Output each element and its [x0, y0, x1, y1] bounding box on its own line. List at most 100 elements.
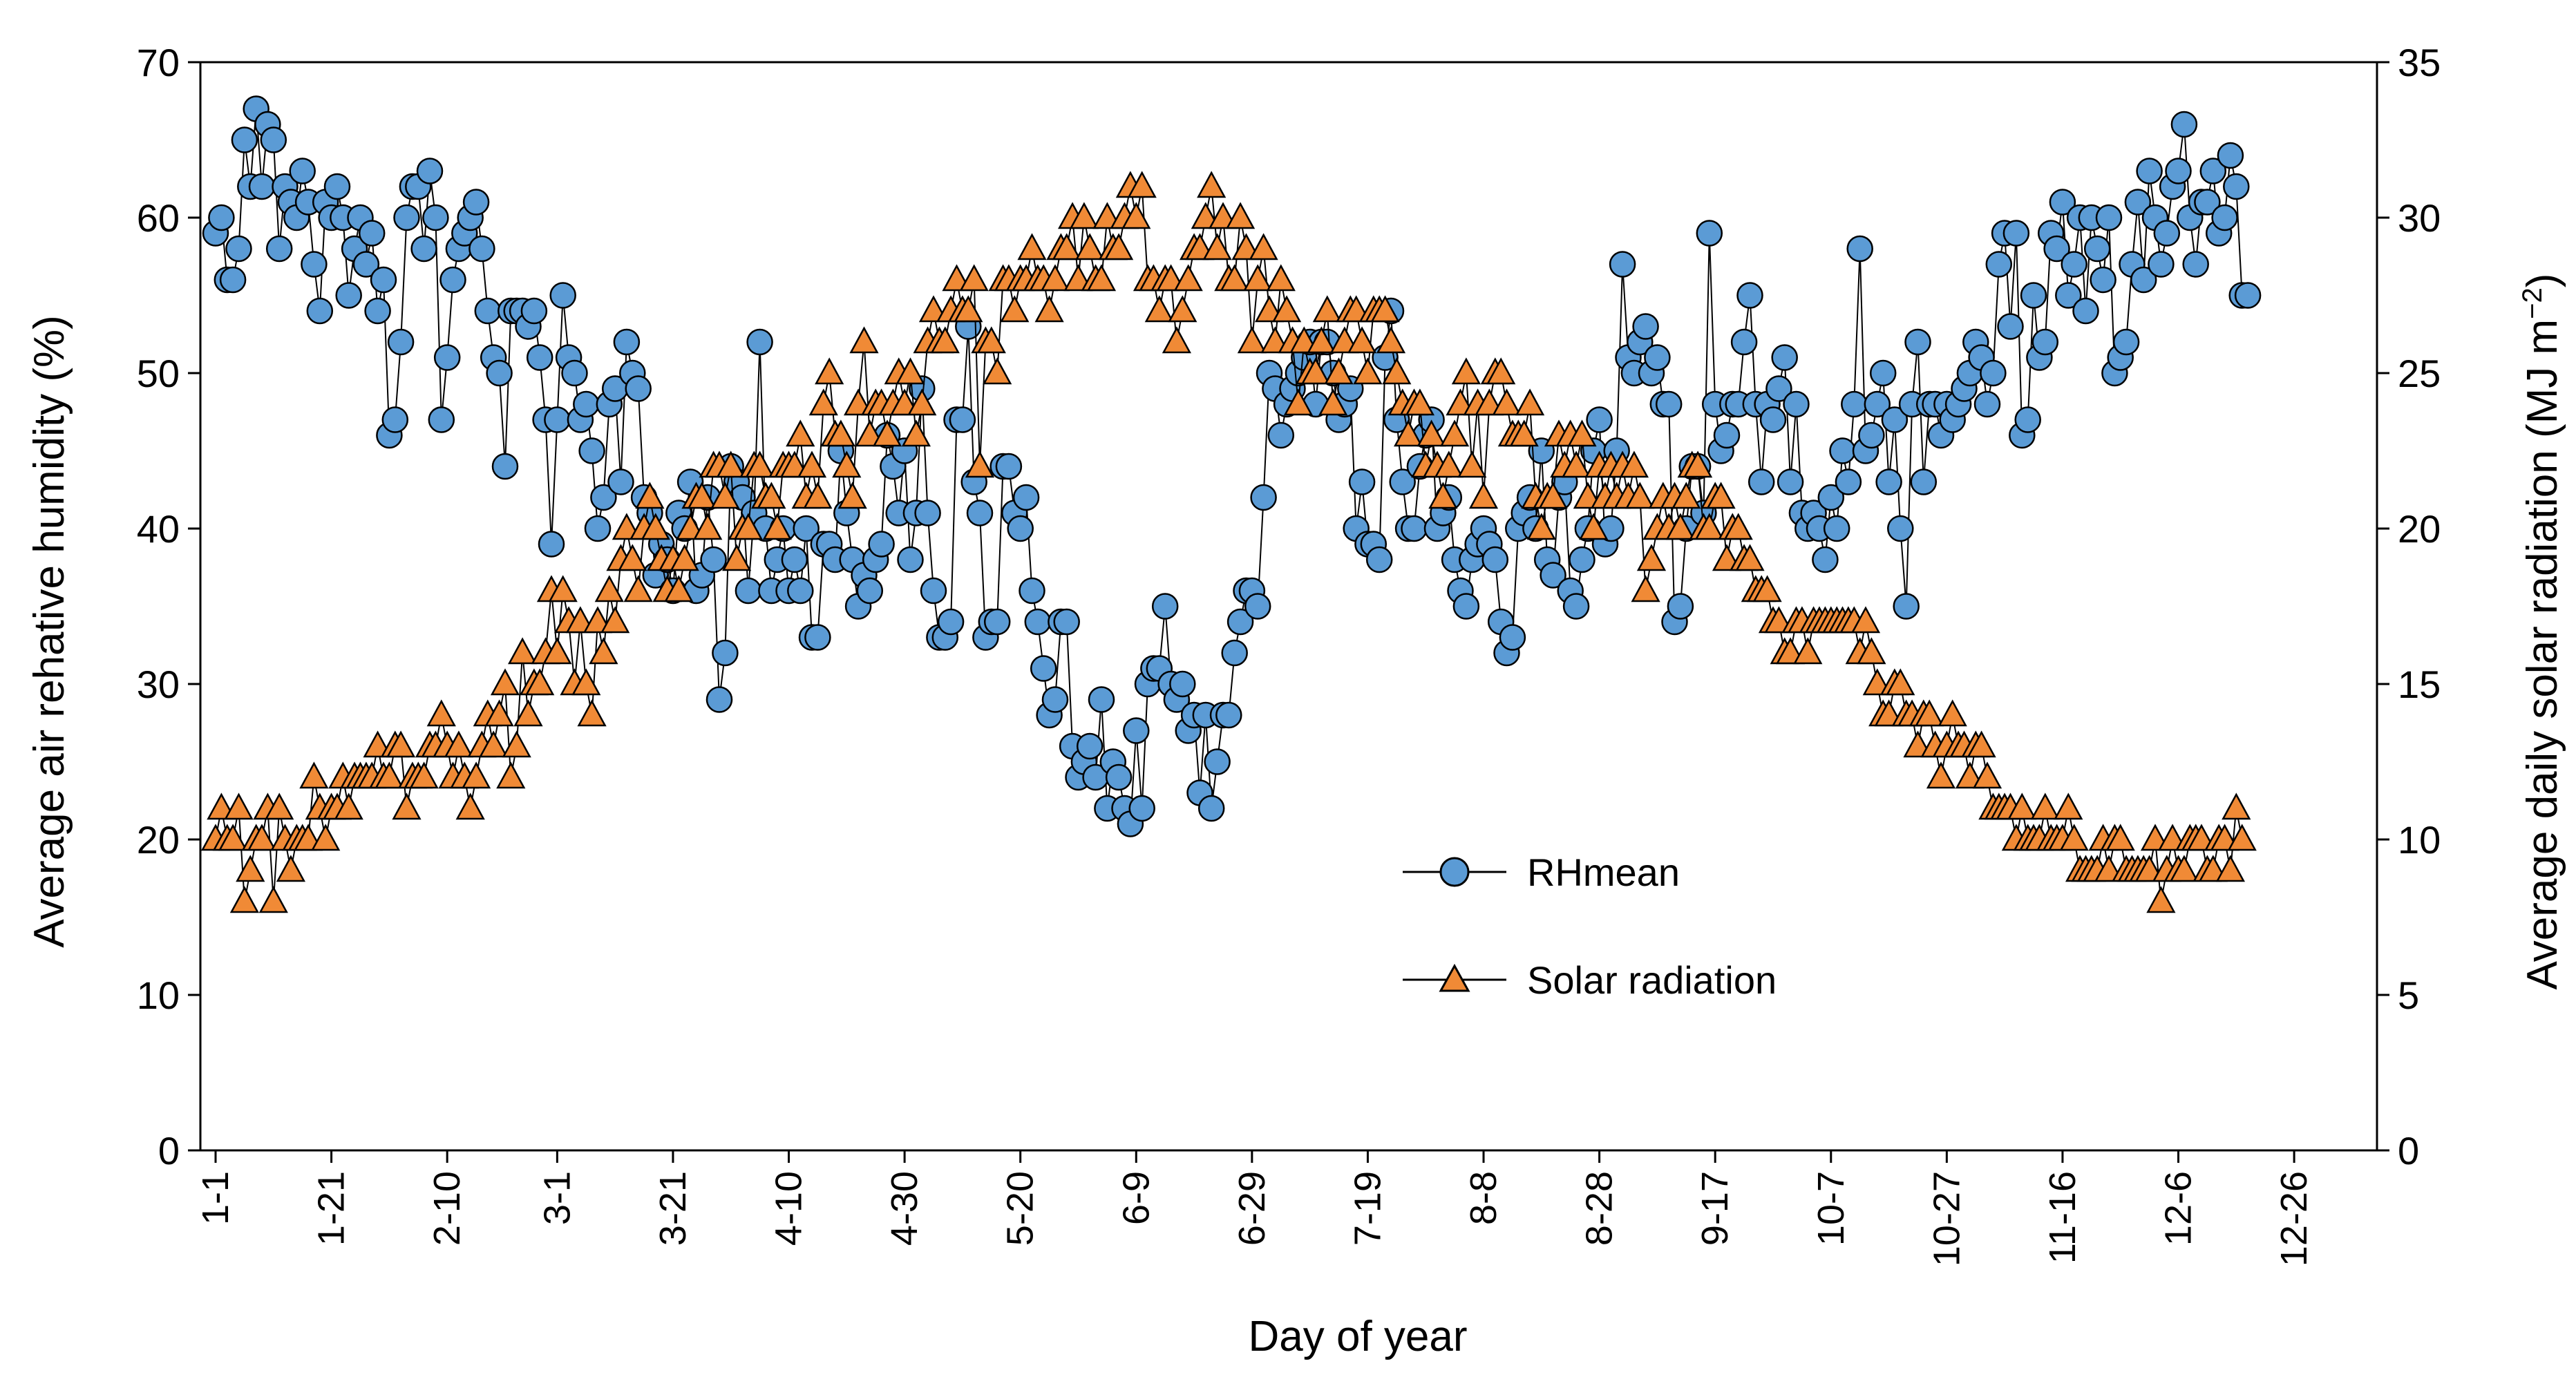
solar-point	[1850, 606, 1881, 634]
rh-point	[1881, 406, 1909, 433]
rh-point	[1632, 313, 1659, 340]
rh-point	[1105, 763, 1133, 791]
rh-point	[1041, 686, 1069, 713]
solar-point	[1191, 202, 1220, 229]
x-tick-label: 3-21	[652, 1171, 694, 1246]
rh-point	[1053, 608, 1080, 636]
solar-point	[386, 730, 416, 758]
rh-point	[781, 546, 808, 573]
solar-point	[1266, 264, 1296, 292]
solar-point	[1220, 264, 1249, 292]
solar-point	[889, 388, 920, 416]
rh-point	[2199, 158, 2227, 184]
rh-point	[1980, 359, 2007, 387]
rh-point	[1609, 251, 1636, 278]
rh-point	[2130, 266, 2157, 294]
solar-point	[1457, 450, 1487, 478]
rh-point	[2083, 235, 2111, 263]
rh-point	[1736, 282, 1763, 309]
rh-point	[1365, 546, 1393, 573]
rh-point	[2148, 251, 2175, 278]
rh-point	[1267, 421, 1295, 449]
solar-point	[484, 699, 514, 727]
solar-point	[1665, 513, 1696, 540]
x-tick-label: 1-21	[311, 1171, 352, 1246]
solar-point	[1631, 575, 1660, 602]
rh-point	[289, 158, 316, 184]
solar-point	[832, 450, 862, 478]
solar-point	[2059, 824, 2089, 851]
solar-point	[224, 792, 254, 820]
solar-point	[1926, 761, 1956, 789]
solar-point	[710, 482, 740, 509]
rh-point	[1481, 546, 1509, 573]
solar-point	[1428, 482, 1458, 509]
rh-point	[1227, 608, 1254, 636]
solar-point	[1034, 295, 1064, 323]
rh-point	[1204, 748, 1231, 775]
rh-point	[306, 297, 334, 325]
rh-point	[1841, 390, 1868, 418]
solar-point	[2157, 824, 2188, 851]
solar-point	[757, 482, 786, 509]
y-left-tick-label: 60	[137, 196, 180, 240]
solar-point	[548, 575, 578, 602]
rh-point	[2136, 158, 2163, 184]
rh-point	[1389, 468, 1416, 495]
solar-point	[1300, 357, 1331, 385]
rh-point	[1904, 328, 1931, 356]
solar-point	[1312, 295, 1342, 323]
rh-point	[2055, 282, 2082, 309]
series-line	[215, 108, 2248, 824]
legend-rhmean-marker	[1439, 857, 1470, 887]
rh-point	[1644, 344, 1671, 371]
solar-point	[2007, 792, 2037, 820]
solar-point	[1775, 637, 1806, 665]
solar-point	[218, 824, 248, 851]
solar-point	[1451, 357, 1481, 385]
rh-point	[433, 344, 461, 371]
solar-point	[837, 482, 867, 509]
solar-point	[455, 792, 485, 820]
solar-point	[1069, 202, 1099, 229]
rh-point	[2020, 282, 2047, 309]
solar-point	[2186, 824, 2217, 851]
solar-point	[525, 668, 555, 696]
rh-point	[2124, 189, 2152, 216]
y-right-tick-label: 15	[2398, 663, 2441, 706]
y-right-tick-label: 5	[2398, 974, 2419, 1017]
solar-point	[363, 730, 392, 758]
rh-point	[1748, 468, 1775, 495]
solar-point	[2215, 855, 2246, 882]
solar-point	[1162, 326, 1192, 354]
rh-point	[301, 251, 328, 278]
rh-point	[1452, 593, 1480, 620]
solar-point	[1249, 233, 1278, 260]
rh-point	[1348, 468, 1376, 495]
rh-point	[868, 531, 895, 558]
solar-point	[1243, 264, 1273, 292]
solar-point	[1075, 233, 1105, 260]
solar-point	[930, 326, 960, 354]
rh-point	[2090, 266, 2116, 294]
rh-point	[370, 266, 397, 294]
x-tick-label: 5-20	[1000, 1171, 1041, 1246]
rh-point	[474, 297, 502, 325]
solar-point	[1967, 730, 1996, 758]
solar-point	[786, 419, 815, 447]
solar-point	[687, 482, 717, 509]
rh-point	[468, 235, 495, 263]
solar-point	[623, 575, 653, 602]
solar-point	[1173, 264, 1203, 292]
y-right-tick-label: 30	[2398, 196, 2441, 240]
solar-point	[965, 450, 995, 478]
rh-point	[1215, 701, 1242, 729]
y-left-tick-label: 0	[158, 1129, 180, 1172]
solar-point	[2222, 792, 2251, 820]
solar-point	[808, 388, 838, 416]
rh-point	[526, 344, 553, 371]
rh-point	[231, 126, 258, 153]
rh-point	[265, 235, 293, 263]
solar-point	[1197, 171, 1227, 198]
x-tick-label: 6-29	[1231, 1171, 1273, 1246]
